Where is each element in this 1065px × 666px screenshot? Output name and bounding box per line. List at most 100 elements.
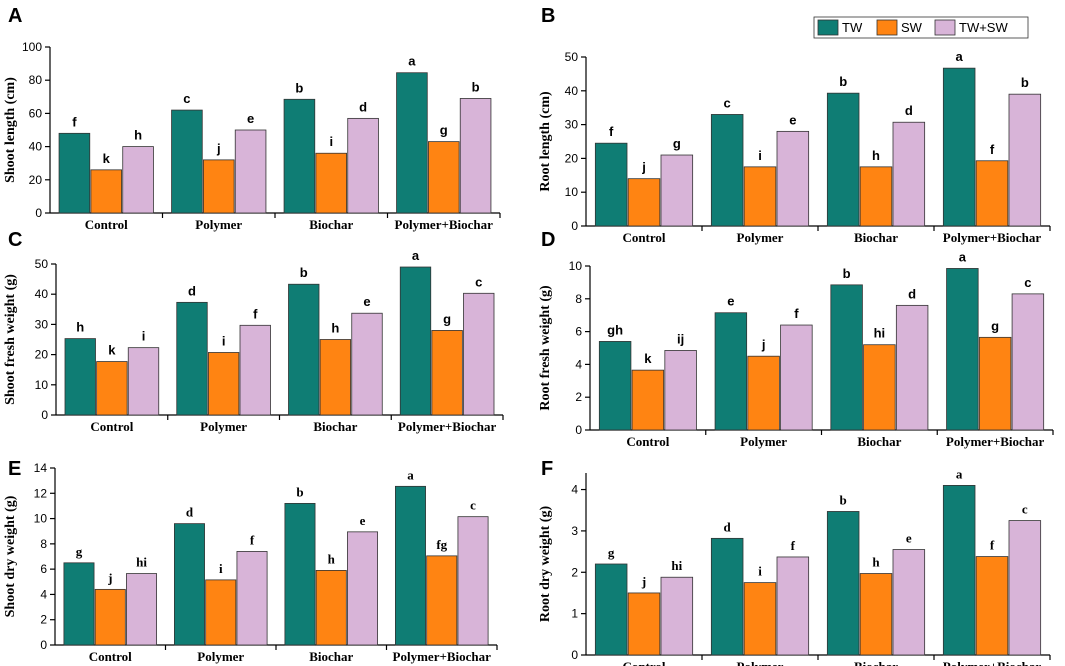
x-tick-label: Biochar: [313, 419, 357, 434]
significance-label: c: [470, 498, 476, 513]
legend-swatch-sw: [876, 19, 898, 36]
significance-label: a: [959, 249, 967, 264]
x-tick-label: Polymer+Biochar: [946, 434, 1045, 449]
significance-label: f: [72, 114, 77, 129]
x-tick-label: Biochar: [309, 217, 353, 232]
bar-tw: [710, 537, 744, 656]
y-tick-label: 10: [569, 259, 583, 273]
bar-tw-sw: [457, 516, 489, 646]
y-tick-label: 100: [22, 40, 42, 54]
significance-label: g: [443, 311, 451, 326]
panel-letter: F: [541, 458, 553, 480]
panel-e: E Shoot dry weight (g) 0 2 4 6 8 10 12 14 Control g…: [3, 458, 498, 664]
bar-sw: [427, 141, 460, 214]
x-tick-label: Control: [89, 649, 132, 664]
significance-label: e: [247, 111, 254, 126]
bar-tw-sw: [234, 129, 267, 214]
bar-sw: [431, 330, 463, 416]
x-tick-label: Polymer+Biochar: [398, 419, 497, 434]
significance-label: hi: [874, 326, 886, 341]
bar-sw: [859, 166, 893, 227]
y-tick-label: 30: [565, 118, 579, 132]
bar-tw-sw: [664, 350, 697, 431]
significance-label: e: [360, 513, 366, 528]
significance-label: h: [328, 551, 336, 566]
bar-tw: [594, 142, 628, 227]
y-tick-label: 40: [565, 84, 579, 98]
significance-label: f: [794, 306, 799, 321]
x-tick-label: Polymer: [197, 649, 244, 664]
y-tick-label: 0: [41, 408, 48, 422]
significance-label: g: [608, 545, 615, 560]
bar-tw-sw: [122, 146, 154, 214]
bar-tw-sw: [1011, 293, 1045, 431]
significance-label: c: [475, 274, 482, 289]
significance-label: hi: [671, 558, 682, 573]
x-tick-label: Polymer+Biochar: [943, 659, 1042, 666]
x-tick-label: Biochar: [309, 649, 353, 664]
bar-tw: [173, 523, 205, 646]
significance-label: b: [295, 80, 303, 95]
bar-tw-sw: [463, 292, 495, 416]
significance-label: b: [843, 266, 851, 281]
y-tick-label: 10: [565, 185, 579, 199]
y-tick-label: 4: [40, 587, 47, 601]
bar-sw: [975, 160, 1009, 227]
bar-sw: [747, 355, 780, 431]
bar-tw-sw: [347, 531, 379, 646]
y-tick-label: 6: [40, 562, 47, 576]
significance-label: f: [250, 532, 255, 547]
bar-tw: [64, 338, 96, 416]
bar-sw: [631, 369, 665, 431]
bar-tw-sw: [660, 154, 694, 227]
y-tick-label: 20: [35, 348, 49, 362]
bar-tw-sw: [1008, 520, 1042, 656]
bar-sw: [743, 582, 777, 656]
panel-d: D Root fresh weight (g) 0 2 4 6 8 10 Control gh k i…: [538, 229, 1054, 449]
significance-label: i: [222, 333, 226, 348]
significance-label: j: [107, 570, 112, 585]
significance-label: a: [407, 467, 414, 482]
panel-letter: A: [8, 5, 22, 27]
x-tick-label: Control: [622, 230, 665, 245]
bar-tw-sw: [459, 98, 492, 214]
bar-sw: [859, 573, 893, 656]
legend-label-tw-sw: TW+SW: [959, 20, 1008, 35]
x-tick-label: Polymer: [200, 419, 247, 434]
x-tick-label: Polymer: [737, 230, 784, 245]
significance-label: c: [183, 91, 190, 106]
bar-tw-sw: [776, 130, 810, 227]
significance-label: f: [791, 538, 796, 553]
significance-label: f: [253, 306, 258, 321]
significance-label: a: [956, 466, 963, 481]
bar-sw: [207, 352, 240, 416]
significance-label: h: [331, 321, 339, 336]
significance-label: d: [724, 519, 732, 534]
bar-tw-sw: [126, 573, 158, 646]
bar-tw: [171, 109, 203, 214]
y-tick-label: 50: [565, 50, 579, 64]
bar-tw: [396, 72, 428, 214]
x-tick-label: Polymer+Biochar: [943, 230, 1042, 245]
bar-sw: [978, 336, 1012, 431]
panel-letter: D: [541, 229, 555, 251]
significance-label: i: [758, 564, 762, 579]
y-tick-label: 20: [565, 151, 579, 165]
bar-sw: [627, 178, 661, 227]
x-tick-label: Control: [85, 217, 128, 232]
x-tick-label: Control: [90, 419, 133, 434]
y-tick-label: 8: [40, 537, 47, 551]
significance-label: b: [300, 265, 308, 280]
y-tick-label: 2: [571, 565, 578, 579]
panel-letter: C: [8, 229, 22, 251]
x-tick-label: Polymer+Biochar: [395, 217, 494, 232]
y-tick-label: 2: [40, 613, 47, 627]
bar-tw-sw: [347, 117, 379, 214]
significance-label: a: [408, 54, 416, 69]
significance-label: e: [789, 112, 796, 127]
legend-box: [813, 16, 1029, 39]
bar-tw: [710, 114, 744, 227]
significance-label: k: [644, 351, 652, 366]
bar-tw-sw: [892, 549, 926, 656]
bar-tw-sw: [236, 551, 268, 646]
